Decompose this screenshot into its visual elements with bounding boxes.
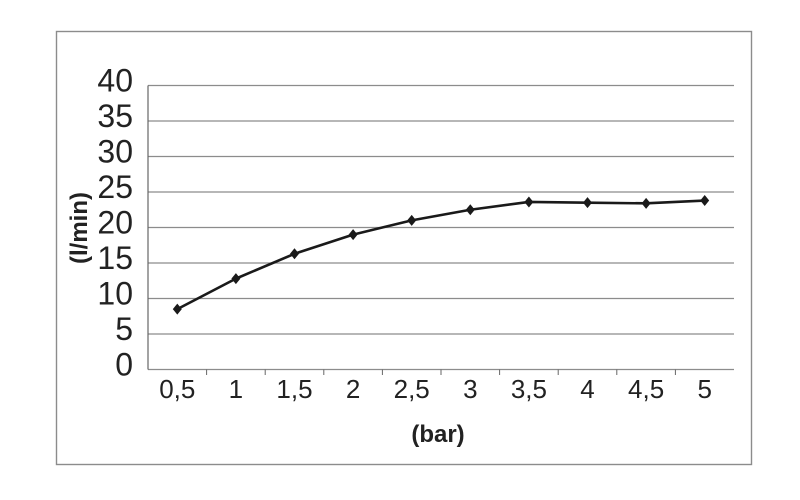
svg-text:4: 4 [580,374,594,404]
svg-text:3: 3 [463,374,477,404]
svg-text:25: 25 [97,169,133,205]
svg-text:30: 30 [97,134,133,170]
svg-text:20: 20 [97,205,133,241]
svg-text:(l/min): (l/min) [66,192,93,264]
svg-text:2,5: 2,5 [394,374,430,404]
svg-text:(bar): (bar) [411,421,464,448]
svg-text:0,5: 0,5 [159,374,195,404]
svg-text:5: 5 [697,374,711,404]
svg-text:3,5: 3,5 [511,374,547,404]
svg-text:1,5: 1,5 [276,374,312,404]
svg-text:10: 10 [97,276,133,312]
svg-text:35: 35 [97,98,133,134]
svg-text:15: 15 [97,240,133,276]
svg-text:40: 40 [97,63,133,99]
svg-text:1: 1 [229,374,243,404]
svg-text:0: 0 [115,347,133,383]
svg-text:5: 5 [115,311,133,347]
svg-text:4,5: 4,5 [628,374,664,404]
svg-text:2: 2 [346,374,360,404]
